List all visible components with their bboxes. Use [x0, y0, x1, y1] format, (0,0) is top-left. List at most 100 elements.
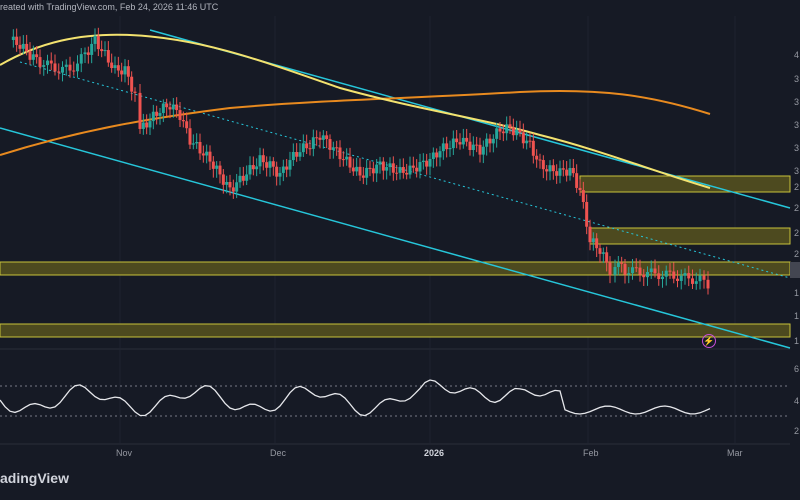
candle-body	[11, 36, 15, 40]
candle-body	[79, 54, 83, 64]
candle-body	[181, 119, 185, 122]
candle-body	[228, 182, 232, 188]
candle-body	[488, 138, 492, 144]
candle-body	[120, 70, 124, 75]
price-label: 3	[794, 166, 800, 176]
candle-body	[49, 60, 53, 64]
candle-body	[371, 168, 375, 174]
candle-body	[155, 111, 159, 116]
candle-body	[508, 124, 512, 128]
candle-body	[238, 175, 242, 183]
candle-body	[672, 271, 676, 279]
candle-body	[616, 262, 620, 267]
candle-body	[525, 140, 529, 144]
candle-body	[683, 273, 687, 276]
price-label: 3	[794, 97, 800, 107]
candle-body	[205, 151, 209, 156]
candle-body	[627, 273, 631, 275]
candle-body	[661, 276, 664, 280]
price-label: 2	[794, 228, 800, 238]
candle-body	[375, 164, 379, 174]
candle-body	[548, 165, 552, 172]
rsi-label: 6	[794, 364, 800, 374]
candle-body	[568, 167, 572, 176]
chart-header: reated with TradingView.com, Feb 24, 202…	[0, 2, 219, 12]
candle-body	[608, 262, 612, 275]
candle-body	[57, 71, 61, 73]
candle-body	[241, 175, 245, 181]
candle-body	[702, 275, 706, 280]
candle-body	[478, 144, 482, 155]
candle-body	[288, 160, 292, 170]
price-label: 3	[794, 143, 800, 153]
candle-body	[175, 104, 179, 111]
candle-body	[261, 155, 265, 163]
candle-body	[438, 151, 442, 158]
current-price-tag	[790, 262, 800, 270]
candle-body	[421, 160, 425, 163]
candle-body	[395, 172, 399, 174]
candle-body	[275, 166, 279, 177]
candle-body	[133, 91, 137, 93]
candle-body	[623, 263, 627, 275]
candle-body	[315, 137, 319, 139]
candle-body	[161, 103, 165, 114]
candle-body	[158, 113, 162, 116]
candle-body	[668, 270, 672, 272]
candle-body	[255, 166, 259, 170]
candle-body	[215, 165, 219, 169]
candle-body	[171, 104, 175, 110]
candle-body	[308, 148, 312, 150]
candle-body	[575, 173, 579, 188]
candle-body	[46, 60, 49, 66]
candle-body	[72, 70, 76, 72]
price-label: 1	[794, 288, 800, 298]
x-label-dec: Dec	[270, 448, 287, 458]
candle-body	[225, 182, 229, 185]
price-label: 4	[794, 50, 800, 60]
candle-body	[698, 275, 702, 282]
candle-body	[195, 142, 199, 144]
candle-body	[448, 148, 452, 150]
candle-body	[28, 51, 32, 60]
candle-body	[321, 135, 325, 140]
candle-body	[491, 138, 495, 144]
candle-body	[598, 248, 602, 254]
candle-body	[365, 167, 369, 178]
price-label: 2	[794, 203, 800, 213]
candle-body	[435, 152, 439, 158]
candle-body	[545, 169, 549, 172]
candle-body	[311, 137, 315, 149]
candle-body	[511, 127, 515, 136]
candle-body	[571, 167, 575, 174]
candle-body	[355, 166, 359, 172]
candle-body	[679, 275, 683, 281]
candle-body	[535, 155, 539, 160]
candle-body	[418, 162, 422, 172]
candle-body	[281, 166, 285, 173]
candle-body	[231, 187, 235, 192]
lightning-alert-icon[interactable]: ⚡	[702, 334, 716, 348]
candle-body	[165, 103, 169, 108]
candle-body	[591, 238, 595, 243]
candle-body	[501, 131, 505, 134]
candle-body	[613, 266, 617, 275]
candle-body	[358, 166, 362, 176]
candle-body	[168, 107, 172, 110]
channel-lower	[0, 127, 791, 349]
candle-body	[565, 169, 569, 176]
candle-body	[15, 36, 19, 45]
candle-body	[298, 152, 302, 157]
candle-body	[458, 142, 462, 145]
candle-body	[285, 166, 289, 170]
candle-body	[25, 43, 29, 52]
candle-body	[605, 252, 609, 263]
sma-yellow	[0, 33, 711, 189]
candle-body	[361, 175, 365, 178]
candle-body	[271, 161, 275, 167]
candle-body	[664, 270, 668, 277]
candle-body	[368, 167, 372, 169]
candle-body	[185, 121, 189, 129]
